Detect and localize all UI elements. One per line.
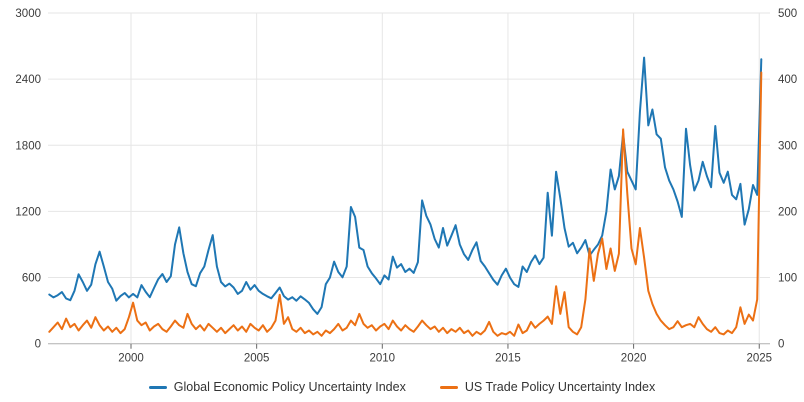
left-axis-tick-label: 0 [35, 339, 41, 351]
legend-swatch-us-tpu [439, 385, 458, 389]
series-line-global-epu [48, 56, 763, 315]
right-axis-tick-label: 200 [778, 206, 797, 218]
legend-item-us-tpu[interactable]: US Trade Policy Uncertainty Index [439, 380, 656, 394]
x-tick-label: 2000 [118, 353, 144, 365]
right-axis-tick-label: 300 [778, 140, 797, 152]
legend-item-global-epu[interactable]: Global Economic Policy Uncertainty Index [148, 380, 406, 394]
left-axis-tick-label: 2400 [15, 74, 41, 86]
left-axis-tick-label: 1800 [15, 140, 41, 152]
left-axis-tick-label: 600 [22, 273, 41, 285]
series-line-us-tpu [48, 71, 763, 337]
legend-label-us-tpu: US Trade Policy Uncertainty Index [464, 380, 656, 394]
right-axis-tick-label: 400 [778, 74, 797, 86]
left-axis-tick-label: 1200 [15, 206, 41, 218]
plot-area: 2000 2005 2010 2015 2020 20250600120018002400… [15, 8, 797, 365]
right-axis-tick-label: 0 [778, 339, 784, 351]
x-tick-label: 2020 [621, 353, 647, 365]
chart-legend: Global Economic Policy Uncertainty Index… [0, 380, 804, 394]
legend-swatch-global-epu [148, 385, 167, 389]
right-axis-tick-label: 500 [778, 8, 797, 20]
left-axis-tick-label: 3000 [15, 8, 41, 20]
x-tick-label: 2005 [244, 353, 270, 365]
x-tick-label: 2015 [495, 353, 521, 365]
right-axis-tick-label: 100 [778, 273, 797, 285]
x-tick-label: 2010 [370, 353, 396, 365]
legend-label-global-epu: Global Economic Policy Uncertainty Index [173, 380, 406, 394]
x-tick-label: 2025 [746, 353, 772, 365]
